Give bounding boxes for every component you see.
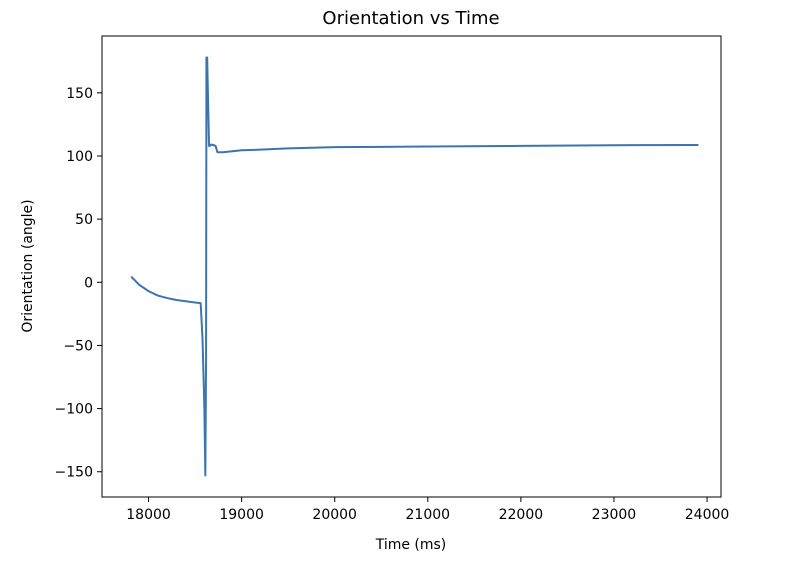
series-layer — [130, 56, 699, 477]
y-axis-label: Orientation (angle) — [20, 199, 36, 332]
x-tick-label: 22000 — [499, 507, 544, 523]
y-tick-label: 50 — [75, 212, 93, 228]
y-tick-label: 100 — [66, 149, 93, 165]
y-tick-label: −150 — [55, 465, 93, 481]
x-tick-label: 19000 — [219, 507, 264, 523]
x-tick-label: 18000 — [126, 507, 171, 523]
x-axis-label: Time (ms) — [375, 537, 447, 553]
y-tick-label: 0 — [84, 275, 93, 291]
x-axis: 18000 19000 20000 21000 22000 23000 24000 — [126, 497, 729, 523]
y-tick-label: −100 — [55, 402, 93, 418]
x-tick-label: 23000 — [592, 507, 637, 523]
plot-area-frame — [101, 35, 722, 498]
x-tick-label: 20000 — [312, 507, 357, 523]
series-line — [130, 56, 699, 477]
y-axis: −150 −100 −50 0 50 100 150 — [55, 86, 102, 481]
chart-title: Orientation vs Time — [322, 8, 499, 29]
y-tick-label: −50 — [63, 338, 93, 354]
y-tick-label: 150 — [66, 86, 93, 102]
x-tick-label: 24000 — [685, 507, 730, 523]
x-tick-label: 21000 — [406, 507, 451, 523]
